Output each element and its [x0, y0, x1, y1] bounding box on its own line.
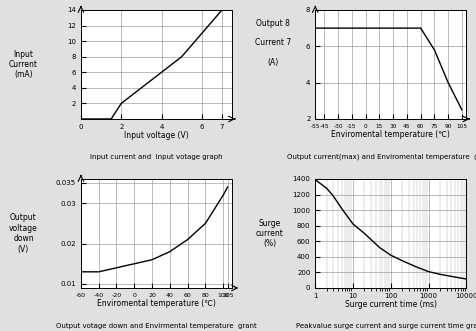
Text: Surge
current
(%): Surge current (%)	[256, 218, 284, 248]
Text: Peakvalue surge current and surge current time graph: Peakvalue surge current and surge curren…	[296, 323, 476, 329]
X-axis label: Input voltage (V): Input voltage (V)	[124, 131, 189, 140]
X-axis label: Enviromental temperature (℃): Enviromental temperature (℃)	[97, 299, 216, 308]
Text: Output 8: Output 8	[256, 19, 290, 27]
Text: Input
Current
(mA): Input Current (mA)	[9, 50, 38, 79]
Text: Current 7: Current 7	[255, 38, 291, 47]
Text: Output votage down and Envirmental temperature  grant: Output votage down and Envirmental tempe…	[56, 323, 257, 329]
X-axis label: Surge current time (ms): Surge current time (ms)	[345, 300, 437, 309]
Text: Output
voltage
down
(V): Output voltage down (V)	[9, 213, 38, 254]
Text: (A): (A)	[268, 58, 278, 67]
Text: Input current and  Input votage graph: Input current and Input votage graph	[90, 154, 223, 160]
X-axis label: Enviromental temperature (℃): Enviromental temperature (℃)	[331, 130, 450, 139]
Text: Output current(max) and Enviromental temperature  graph: Output current(max) and Enviromental tem…	[287, 154, 476, 160]
